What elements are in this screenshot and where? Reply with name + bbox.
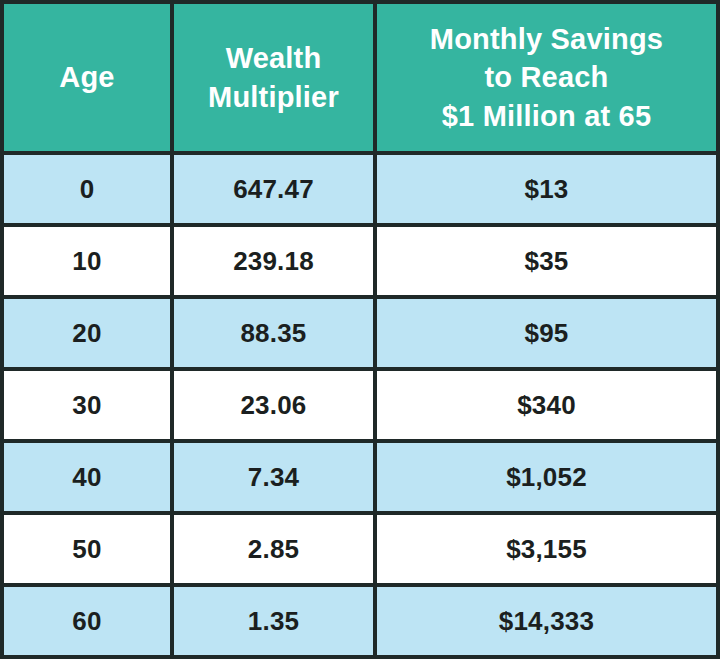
header-age: Age <box>2 2 172 153</box>
cell-age: 30 <box>2 369 172 441</box>
cell-savings: $14,333 <box>375 585 718 657</box>
table-row: 0647.47$13 <box>2 153 718 225</box>
cell-savings: $35 <box>375 225 718 297</box>
cell-multiplier: 7.34 <box>172 441 375 513</box>
cell-multiplier: 647.47 <box>172 153 375 225</box>
cell-age: 20 <box>2 297 172 369</box>
cell-savings: $1,052 <box>375 441 718 513</box>
cell-age: 50 <box>2 513 172 585</box>
table-body: 0647.47$1310239.18$352088.35$953023.06$3… <box>2 153 718 657</box>
cell-age: 60 <box>2 585 172 657</box>
cell-multiplier: 23.06 <box>172 369 375 441</box>
cell-age: 40 <box>2 441 172 513</box>
cell-multiplier: 1.35 <box>172 585 375 657</box>
cell-age: 0 <box>2 153 172 225</box>
cell-multiplier: 239.18 <box>172 225 375 297</box>
cell-savings: $340 <box>375 369 718 441</box>
table-row: 10239.18$35 <box>2 225 718 297</box>
table-row: 2088.35$95 <box>2 297 718 369</box>
table-row: 407.34$1,052 <box>2 441 718 513</box>
table-header: Age Wealth Multiplier Monthly Savings to… <box>2 2 718 153</box>
wealth-multiplier-table: Age Wealth Multiplier Monthly Savings to… <box>0 0 720 659</box>
header-wealth-multiplier: Wealth Multiplier <box>172 2 375 153</box>
cell-savings: $3,155 <box>375 513 718 585</box>
header-row: Age Wealth Multiplier Monthly Savings to… <box>2 2 718 153</box>
cell-savings: $95 <box>375 297 718 369</box>
cell-multiplier: 88.35 <box>172 297 375 369</box>
page: Age Wealth Multiplier Monthly Savings to… <box>0 0 720 662</box>
cell-age: 10 <box>2 225 172 297</box>
table-row: 601.35$14,333 <box>2 585 718 657</box>
table-row: 3023.06$340 <box>2 369 718 441</box>
header-monthly-savings: Monthly Savings to Reach $1 Million at 6… <box>375 2 718 153</box>
table-row: 502.85$3,155 <box>2 513 718 585</box>
cell-savings: $13 <box>375 153 718 225</box>
cell-multiplier: 2.85 <box>172 513 375 585</box>
